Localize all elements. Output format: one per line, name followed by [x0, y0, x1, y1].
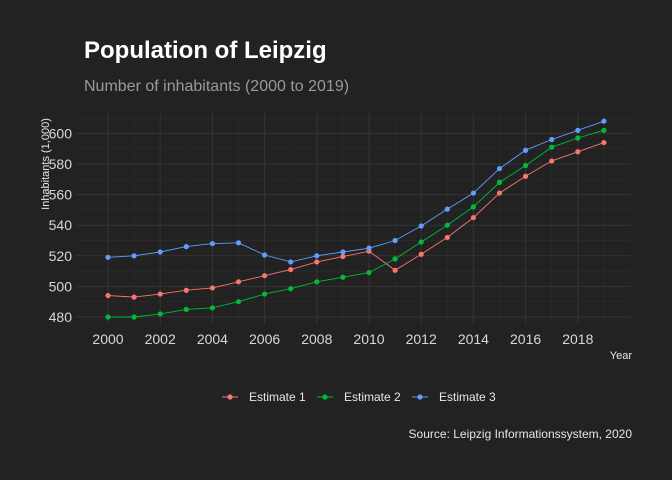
y-tick-label: 560	[49, 187, 73, 203]
data-point-series-1	[314, 259, 320, 265]
data-point-series-2	[235, 299, 242, 305]
legend-key-point	[417, 394, 423, 400]
data-point-series-1	[444, 234, 450, 241]
data-point-series-3	[131, 253, 137, 259]
data-point-series-2	[444, 222, 450, 228]
chart-subtitle: Number of inhabitants (2000 to 2019)	[84, 78, 349, 95]
data-point-series-2	[314, 279, 320, 285]
x-tick-label: 2004	[197, 331, 228, 347]
y-tick-label: 520	[49, 248, 73, 264]
data-point-series-3	[601, 118, 607, 124]
data-point-series-3	[496, 165, 503, 172]
y-tick-label: 580	[49, 156, 73, 172]
series-line-2	[108, 129, 605, 318]
data-point-series-1	[392, 267, 398, 273]
data-point-series-1	[131, 294, 137, 300]
legend-label: Estimate 1	[249, 390, 306, 404]
data-point-series-1	[523, 173, 529, 179]
data-point-series-3	[366, 245, 372, 251]
data-point-series-1	[262, 273, 268, 279]
data-point-series-3	[288, 259, 294, 265]
data-point-series-3	[340, 249, 346, 255]
data-point-series-1	[575, 149, 581, 155]
data-point-series-3	[470, 190, 476, 196]
data-point-series-3	[575, 127, 581, 133]
y-tick-label: 480	[49, 309, 73, 325]
data-point-series-2	[262, 291, 268, 297]
y-tick-label: 600	[49, 125, 73, 141]
data-point-series-3	[523, 147, 529, 153]
data-point-series-1	[105, 292, 111, 299]
data-point-series-1	[418, 251, 424, 257]
data-point-series-2	[523, 162, 529, 169]
series-line-3	[107, 120, 605, 263]
data-point-series-1	[601, 139, 607, 146]
series-lines	[107, 120, 605, 318]
legend-key-point	[227, 394, 233, 400]
data-point-series-1	[157, 291, 163, 297]
y-tick-label: 500	[49, 278, 73, 294]
data-point-series-2	[288, 286, 294, 292]
data-point-series-3	[262, 252, 268, 258]
x-tick-label: 2000	[92, 331, 123, 347]
series-line-1	[107, 142, 605, 298]
data-point-series-1	[470, 214, 476, 221]
x-tick-label: 2012	[406, 331, 437, 347]
x-tick-label: 2010	[353, 331, 384, 347]
x-tick-label: 2018	[562, 331, 593, 347]
data-point-series-1	[340, 253, 346, 260]
data-point-series-2	[131, 314, 137, 320]
x-axis-label: Year	[610, 350, 633, 362]
data-point-series-1	[549, 158, 555, 164]
data-point-series-1	[183, 287, 189, 293]
data-point-series-1	[235, 279, 242, 285]
data-point-series-2	[183, 306, 189, 312]
legend-label: Estimate 2	[344, 390, 401, 404]
legend: Estimate 1 Estimate 2 Estimate 3	[222, 390, 496, 404]
data-point-series-3	[549, 136, 555, 143]
y-axis-label: Inhabitants (1,000)	[40, 118, 52, 210]
data-point-series-3	[314, 253, 320, 259]
data-point-series-2	[418, 239, 424, 245]
data-point-series-2	[575, 135, 581, 141]
data-point-series-2	[549, 144, 555, 150]
data-point-series-2	[209, 305, 215, 311]
data-point-series-1	[496, 190, 503, 196]
data-point-series-3	[392, 237, 398, 244]
data-point-series-2	[157, 311, 163, 317]
data-point-series-1	[209, 285, 215, 291]
data-point-series-2	[392, 256, 398, 262]
plot-panel	[76, 113, 631, 325]
data-point-series-2	[340, 274, 346, 280]
data-point-series-2	[601, 127, 607, 133]
data-point-series-2	[366, 270, 372, 276]
data-point-series-3	[157, 249, 163, 255]
x-tick-label: 2002	[145, 331, 176, 347]
data-point-series-3	[209, 240, 215, 247]
data-point-series-2	[470, 204, 476, 210]
chart-title: Population of Leipzig	[84, 37, 327, 64]
data-point-series-3	[235, 240, 242, 246]
legend-key-point	[322, 394, 328, 400]
axis-ticks: 2000 2002 2004 2006 2008 2010 2012 2014 2016 2018…	[49, 125, 594, 347]
x-tick-label: 2016	[510, 331, 541, 347]
x-tick-label: 2008	[301, 331, 332, 347]
data-point-series-3	[183, 244, 189, 250]
legend-label: Estimate 3	[439, 390, 496, 404]
data-point-series-3	[105, 254, 111, 260]
data-point-series-2	[105, 314, 111, 320]
data-point-series-3	[444, 206, 450, 212]
y-tick-label: 540	[49, 217, 73, 233]
chart-caption: Source: Leipzig Informationssystem, 2020	[409, 427, 633, 441]
x-tick-label: 2014	[458, 331, 489, 347]
data-point-series-2	[496, 179, 503, 185]
x-tick-label: 2006	[249, 331, 280, 347]
data-point-series-1	[288, 266, 294, 273]
data-point-series-3	[418, 223, 424, 229]
series-points	[105, 118, 607, 320]
